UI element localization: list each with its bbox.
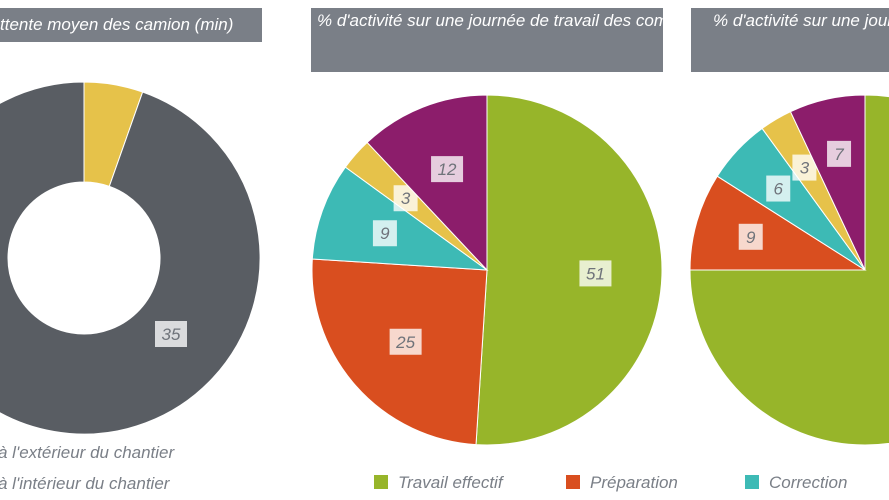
chart2-data-label-2: 25 xyxy=(389,328,422,355)
chart-title-with-service: % d'activité sur une journée de travail … xyxy=(691,8,889,72)
chart2-data-label-3: 9 xyxy=(372,220,397,247)
chart2-data-label-5: 12 xyxy=(431,156,464,183)
svg-text:3: 3 xyxy=(401,189,411,208)
chart1-data-label-2: 35 xyxy=(155,321,187,347)
chart3-data-label-5: 7 xyxy=(827,140,852,167)
chart2-slice-1 xyxy=(475,94,663,446)
svg-text:9: 9 xyxy=(380,224,390,243)
legend-item-exterieur: à l'extérieur du chantier xyxy=(0,443,174,463)
legend-swatch-travail xyxy=(374,475,388,489)
chart2-slice-5 xyxy=(366,94,488,272)
svg-text:7: 7 xyxy=(834,145,844,164)
legend-label-preparation: Préparation xyxy=(590,473,678,492)
legend-item-interieur: à l'intérieur du chantier xyxy=(0,474,169,494)
chart1-slice-2 xyxy=(0,81,261,435)
legend-item-preparation: Préparation xyxy=(566,473,678,493)
svg-text:25: 25 xyxy=(395,333,415,352)
legend-label-exterieur: à l'extérieur du chantier xyxy=(0,443,175,462)
svg-text:9: 9 xyxy=(746,228,756,247)
legend-label-correction: Correction xyxy=(769,473,848,492)
chart3-slice-2 xyxy=(689,175,867,271)
svg-text:51: 51 xyxy=(586,264,605,283)
svg-text:6: 6 xyxy=(774,180,784,199)
legend-item-travail: Travail effectif xyxy=(374,473,503,493)
chart3-data-label-2: 9 xyxy=(738,223,763,250)
legend-label-travail: Travail effectif xyxy=(398,473,503,492)
chart2-slice-3 xyxy=(311,166,489,271)
chart-title-without-service: % d'activité sur une journée de travail … xyxy=(311,8,663,72)
chart3-slice-5 xyxy=(789,94,866,271)
legend-swatch-correction xyxy=(745,475,759,489)
chart3-data-label-3: 6 xyxy=(766,175,791,202)
svg-text:12: 12 xyxy=(438,160,457,179)
chart2-data-label-1: 51 xyxy=(579,260,612,287)
legend-item-correction: Correction xyxy=(745,473,847,493)
svg-text:35: 35 xyxy=(162,325,181,344)
legend-label-interieur: à l'intérieur du chantier xyxy=(0,474,170,493)
chart-title-waiting-time: ttente moyen des camion (min) xyxy=(0,8,262,42)
legend-swatch-preparation xyxy=(566,475,580,489)
svg-text:3: 3 xyxy=(800,159,810,178)
